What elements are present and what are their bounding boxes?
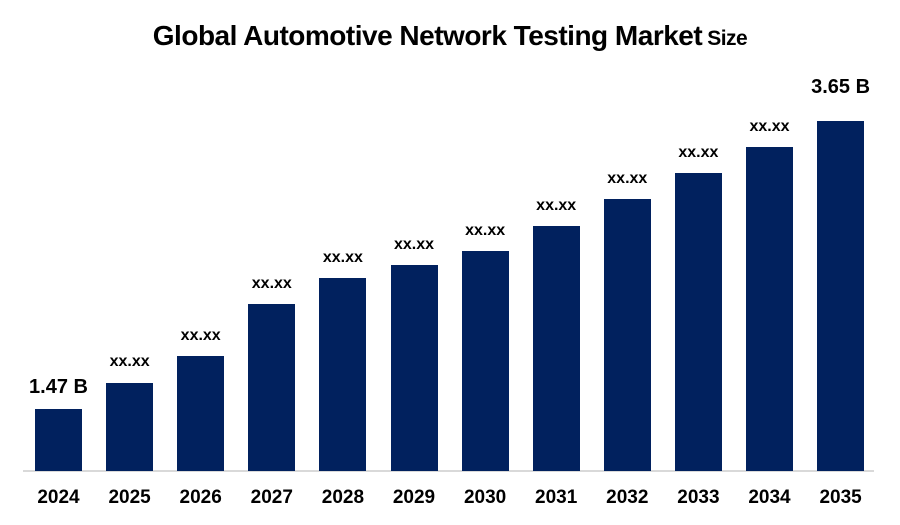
bar-value-label-2024: 1.47 B [29, 376, 88, 398]
bar-value-label-2033: xx.xx [678, 144, 719, 161]
bar-2025 [106, 383, 154, 471]
bar-value-label-2027: xx.xx [251, 275, 292, 292]
bar-value-label-2030: xx.xx [465, 222, 506, 239]
chart-title: Global Automotive Network Testing Market… [0, 20, 900, 52]
bar-2029 [390, 265, 438, 471]
bar-value-label-2028: xx.xx [322, 249, 363, 266]
bar-value-label-2034: xx.xx [749, 118, 790, 135]
bar-2032 [603, 199, 651, 471]
x-axis-tick-2035: 2035 [819, 487, 862, 508]
x-axis-tick-2033: 2033 [677, 487, 720, 508]
bar-2027 [248, 304, 296, 471]
x-axis-tick-2025: 2025 [108, 487, 151, 508]
x-axis-line [23, 470, 874, 472]
chart-title-main: Global Automotive Network Testing Market [152, 20, 703, 51]
bar-value-label-2029: xx.xx [393, 236, 435, 253]
bar-value-label-2025: xx.xx [109, 353, 150, 370]
bar-2030 [461, 251, 509, 471]
bar-2035 [817, 121, 865, 471]
bar-value-label-2032: xx.xx [607, 170, 648, 187]
x-axis-tick-2024: 2024 [37, 487, 80, 508]
x-axis-tick-2031: 2031 [535, 487, 578, 508]
x-axis-tick-2034: 2034 [748, 487, 791, 508]
bar-value-label-2031: xx.xx [536, 197, 577, 214]
bar-2033 [674, 173, 722, 471]
bar-value-label-2035: 3.65 B [811, 76, 871, 98]
bar-2031 [532, 226, 580, 471]
bar-2024 [35, 409, 82, 471]
bar-2034 [746, 147, 793, 471]
bar-2026 [177, 356, 225, 471]
x-axis-tick-2028: 2028 [321, 487, 365, 508]
bar-2028 [319, 278, 367, 471]
x-axis-tick-2027: 2027 [250, 487, 293, 508]
x-axis-tick-2030: 2030 [463, 487, 507, 508]
x-axis-tick-2026: 2026 [179, 487, 222, 508]
bar-value-label-2026: xx.xx [180, 327, 221, 344]
x-axis-tick-2032: 2032 [606, 487, 649, 508]
chart-title-suffix: Size [707, 27, 748, 50]
x-axis-tick-2029: 2029 [392, 487, 436, 508]
